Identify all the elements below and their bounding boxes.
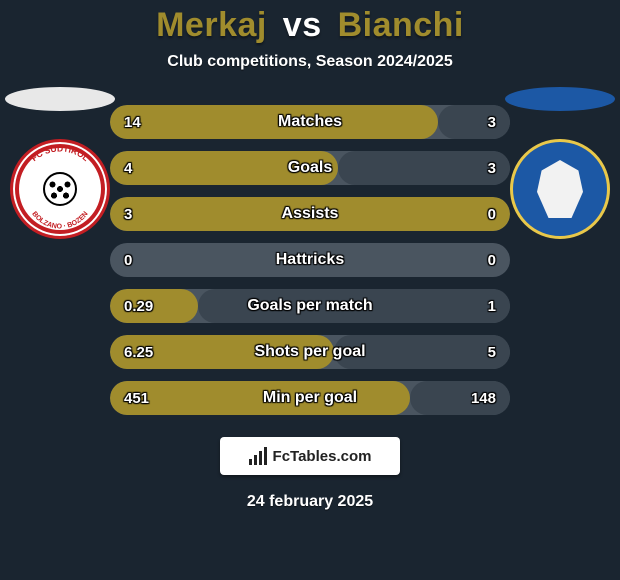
club-crest-brescia — [510, 139, 610, 239]
player1-name: Merkaj — [156, 6, 267, 44]
stat-label: Hattricks — [110, 243, 510, 277]
soccer-ball-icon — [43, 172, 77, 206]
left-column: FC SÜDTIROL BOLZANO · BOZEN — [0, 87, 120, 239]
club-crest-sudtirol: FC SÜDTIROL BOLZANO · BOZEN — [10, 139, 110, 239]
stat-row: 0.291Goals per match — [110, 289, 510, 323]
player1-halo — [5, 87, 115, 111]
stat-row: 451148Min per goal — [110, 381, 510, 415]
vs-label: vs — [283, 6, 322, 44]
stat-label: Min per goal — [110, 381, 510, 415]
page-title: Merkaj vs Bianchi — [0, 6, 620, 45]
bars-icon — [249, 447, 267, 465]
svg-text:FC SÜDTIROL: FC SÜDTIROL — [29, 143, 91, 163]
crest-bottom-text: BOLZANO · BOZEN — [30, 211, 89, 231]
lion-icon — [537, 160, 583, 218]
player2-halo — [505, 87, 615, 111]
site-badge[interactable]: FcTables.com — [220, 437, 400, 475]
stat-label: Assists — [110, 197, 510, 231]
stat-label: Shots per goal — [110, 335, 510, 369]
subtitle: Club competitions, Season 2024/2025 — [0, 53, 620, 71]
player2-name: Bianchi — [338, 6, 464, 44]
crest-top-text: FC SÜDTIROL — [29, 143, 91, 163]
date-label: 24 february 2025 — [0, 493, 620, 511]
stat-label: Goals per match — [110, 289, 510, 323]
stat-label: Goals — [110, 151, 510, 185]
stat-row: 30Assists — [110, 197, 510, 231]
stat-row: 43Goals — [110, 151, 510, 185]
stat-row: 143Matches — [110, 105, 510, 139]
svg-text:BOLZANO · BOZEN: BOLZANO · BOZEN — [30, 211, 89, 231]
stat-label: Matches — [110, 105, 510, 139]
main-area: FC SÜDTIROL BOLZANO · BOZEN 143Matches 43… — [0, 105, 620, 511]
stat-row: 00Hattricks — [110, 243, 510, 277]
site-name: FcTables.com — [273, 448, 372, 465]
comparison-card: Merkaj vs Bianchi Club competitions, Sea… — [0, 0, 620, 580]
right-column — [500, 87, 620, 239]
stats-list: 143Matches 43Goals 30Assists 00Hattricks 0.2… — [110, 105, 510, 415]
stat-row: 6.255Shots per goal — [110, 335, 510, 369]
